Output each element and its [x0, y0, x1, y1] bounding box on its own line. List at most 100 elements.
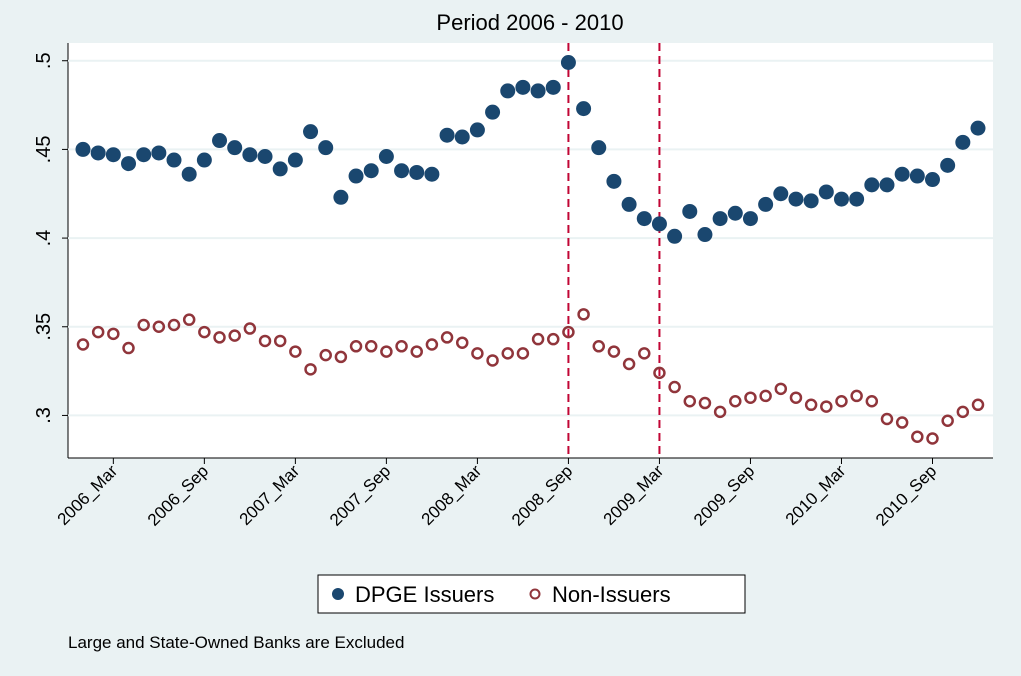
point [76, 338, 90, 351]
point [181, 166, 197, 182]
point [439, 127, 455, 143]
point [515, 79, 531, 95]
point [697, 227, 713, 243]
point [121, 156, 137, 172]
point [409, 164, 425, 180]
point [820, 400, 833, 413]
point [606, 173, 622, 189]
point [653, 366, 666, 380]
point [895, 416, 909, 429]
point [425, 338, 439, 351]
point [166, 152, 182, 168]
y-tick-label: .35 [33, 313, 55, 341]
point [636, 211, 652, 227]
point [500, 83, 516, 99]
legend-marker [529, 588, 541, 600]
point [287, 152, 303, 168]
point [683, 394, 697, 408]
point [682, 203, 698, 219]
point [212, 133, 228, 149]
point [273, 334, 287, 348]
point [547, 332, 560, 346]
point [698, 396, 712, 410]
point [789, 391, 803, 404]
point [941, 414, 954, 428]
point [880, 412, 894, 426]
point [380, 345, 393, 358]
point [333, 189, 349, 205]
point [258, 334, 272, 348]
point [729, 394, 742, 408]
point [363, 163, 379, 179]
point [334, 350, 348, 364]
point [364, 340, 378, 353]
point [196, 152, 212, 168]
point [803, 193, 819, 209]
point [576, 101, 592, 117]
point [455, 336, 469, 349]
y-tick-label: .3 [33, 407, 55, 424]
point [516, 347, 530, 360]
point [668, 380, 681, 394]
point [759, 389, 772, 403]
point [213, 331, 226, 344]
point [788, 191, 804, 207]
point [289, 345, 302, 358]
point [592, 340, 606, 353]
point [562, 325, 575, 339]
point [395, 340, 408, 353]
legend-label: DPGE Issuers [355, 582, 494, 607]
point [471, 347, 484, 360]
point [956, 405, 970, 419]
point [410, 345, 423, 358]
legend-label: Non-Issuers [552, 582, 671, 607]
point [228, 329, 241, 342]
point [850, 389, 863, 403]
point [545, 79, 561, 95]
point [318, 140, 334, 156]
point [257, 149, 273, 165]
point [91, 325, 105, 339]
point [151, 145, 167, 161]
point [243, 322, 257, 335]
point [667, 228, 683, 244]
point [773, 186, 789, 202]
point [531, 332, 545, 346]
point [501, 347, 514, 360]
point [622, 357, 636, 371]
point [864, 177, 880, 193]
point [865, 394, 879, 408]
y-tick-label: .5 [33, 52, 55, 69]
point [835, 394, 848, 408]
point [424, 166, 440, 182]
point [638, 347, 651, 360]
point [394, 163, 410, 179]
plot-area [68, 43, 993, 458]
point [744, 391, 757, 404]
point [924, 172, 940, 188]
point [712, 211, 728, 227]
chart-title: Period 2006 - 2010 [436, 10, 623, 35]
point [651, 216, 667, 232]
point [607, 345, 621, 358]
note: Large and State-Owned Banks are Excluded [68, 633, 404, 652]
point [727, 205, 743, 221]
point [319, 348, 332, 362]
point [90, 145, 106, 161]
point [227, 140, 243, 156]
point [591, 140, 607, 156]
point [774, 382, 788, 396]
point [970, 120, 986, 136]
point [105, 147, 121, 163]
point [182, 313, 196, 326]
point [804, 398, 818, 412]
point [486, 354, 499, 367]
point [136, 147, 152, 163]
point [940, 157, 956, 173]
point [440, 331, 454, 344]
point [349, 340, 363, 353]
point [485, 104, 501, 120]
point [955, 134, 971, 150]
point [577, 308, 590, 321]
